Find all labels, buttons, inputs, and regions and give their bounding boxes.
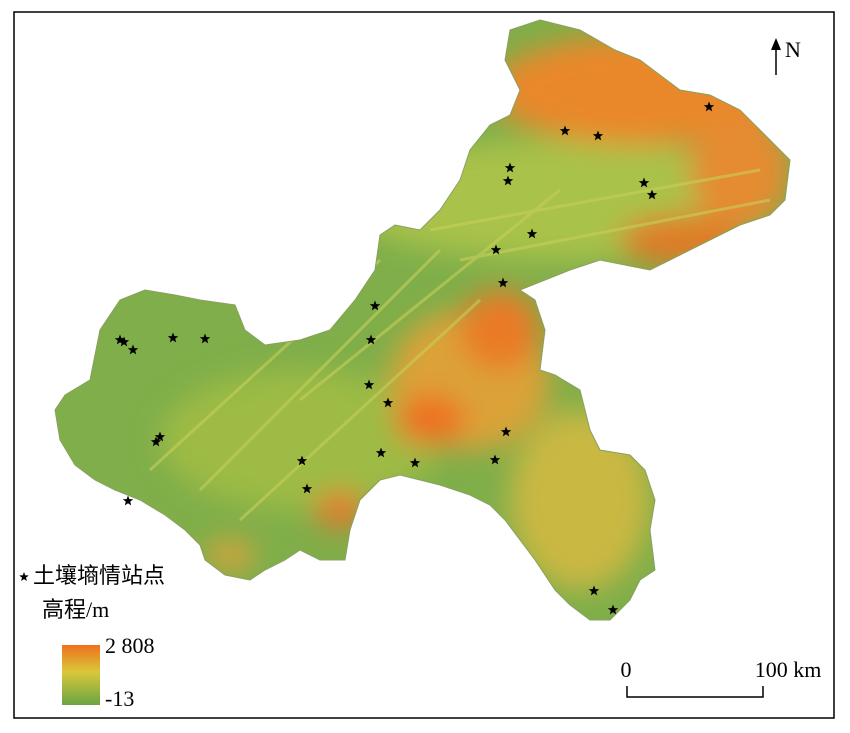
station-marker (607, 604, 619, 615)
frame (13, 11, 835, 719)
station-marker (504, 162, 516, 173)
legend-color-ramp (62, 645, 100, 705)
station-marker (150, 436, 162, 447)
station-marker (638, 177, 650, 188)
legend-max: 2 808 (105, 633, 155, 658)
station-marker (167, 332, 179, 343)
north-label: N (785, 37, 801, 62)
station-marker (19, 572, 29, 581)
scale-start: 0 (621, 657, 632, 682)
station-marker (382, 397, 394, 408)
scale-line (626, 686, 764, 698)
station-marker (703, 101, 715, 112)
station-marker (199, 333, 211, 344)
station-marker (154, 431, 166, 442)
legend-min: -13 (105, 686, 134, 711)
station-marker (526, 228, 538, 239)
station-marker (489, 454, 501, 465)
station-marker (114, 334, 126, 345)
legend: 土壤墒情站点 高程/m 2 808 -13 (19, 563, 165, 711)
legend-station-label: 土壤墒情站点 (33, 563, 165, 588)
station-marker (375, 447, 387, 458)
station-marker (127, 344, 139, 355)
scale-bar: 0 100 km (621, 657, 822, 698)
station-marker (588, 585, 600, 596)
station-marker (502, 175, 514, 186)
station-marker (365, 334, 377, 345)
station-marker (409, 457, 421, 468)
station-marker (497, 277, 509, 288)
station-markers (114, 101, 715, 615)
station-marker (122, 495, 134, 506)
station-marker (363, 379, 375, 390)
legend-elevation-title: 高程/m (42, 597, 109, 622)
station-marker (646, 189, 658, 200)
station-marker (301, 483, 313, 494)
station-marker (490, 244, 502, 255)
elevation-map (55, 20, 790, 620)
station-marker (369, 300, 381, 311)
station-marker (592, 130, 604, 141)
station-marker (500, 426, 512, 437)
station-marker (296, 455, 308, 466)
station-marker (118, 336, 130, 347)
scale-end: 100 km (755, 657, 822, 682)
station-marker (559, 125, 571, 136)
north-arrow: N (771, 37, 801, 75)
